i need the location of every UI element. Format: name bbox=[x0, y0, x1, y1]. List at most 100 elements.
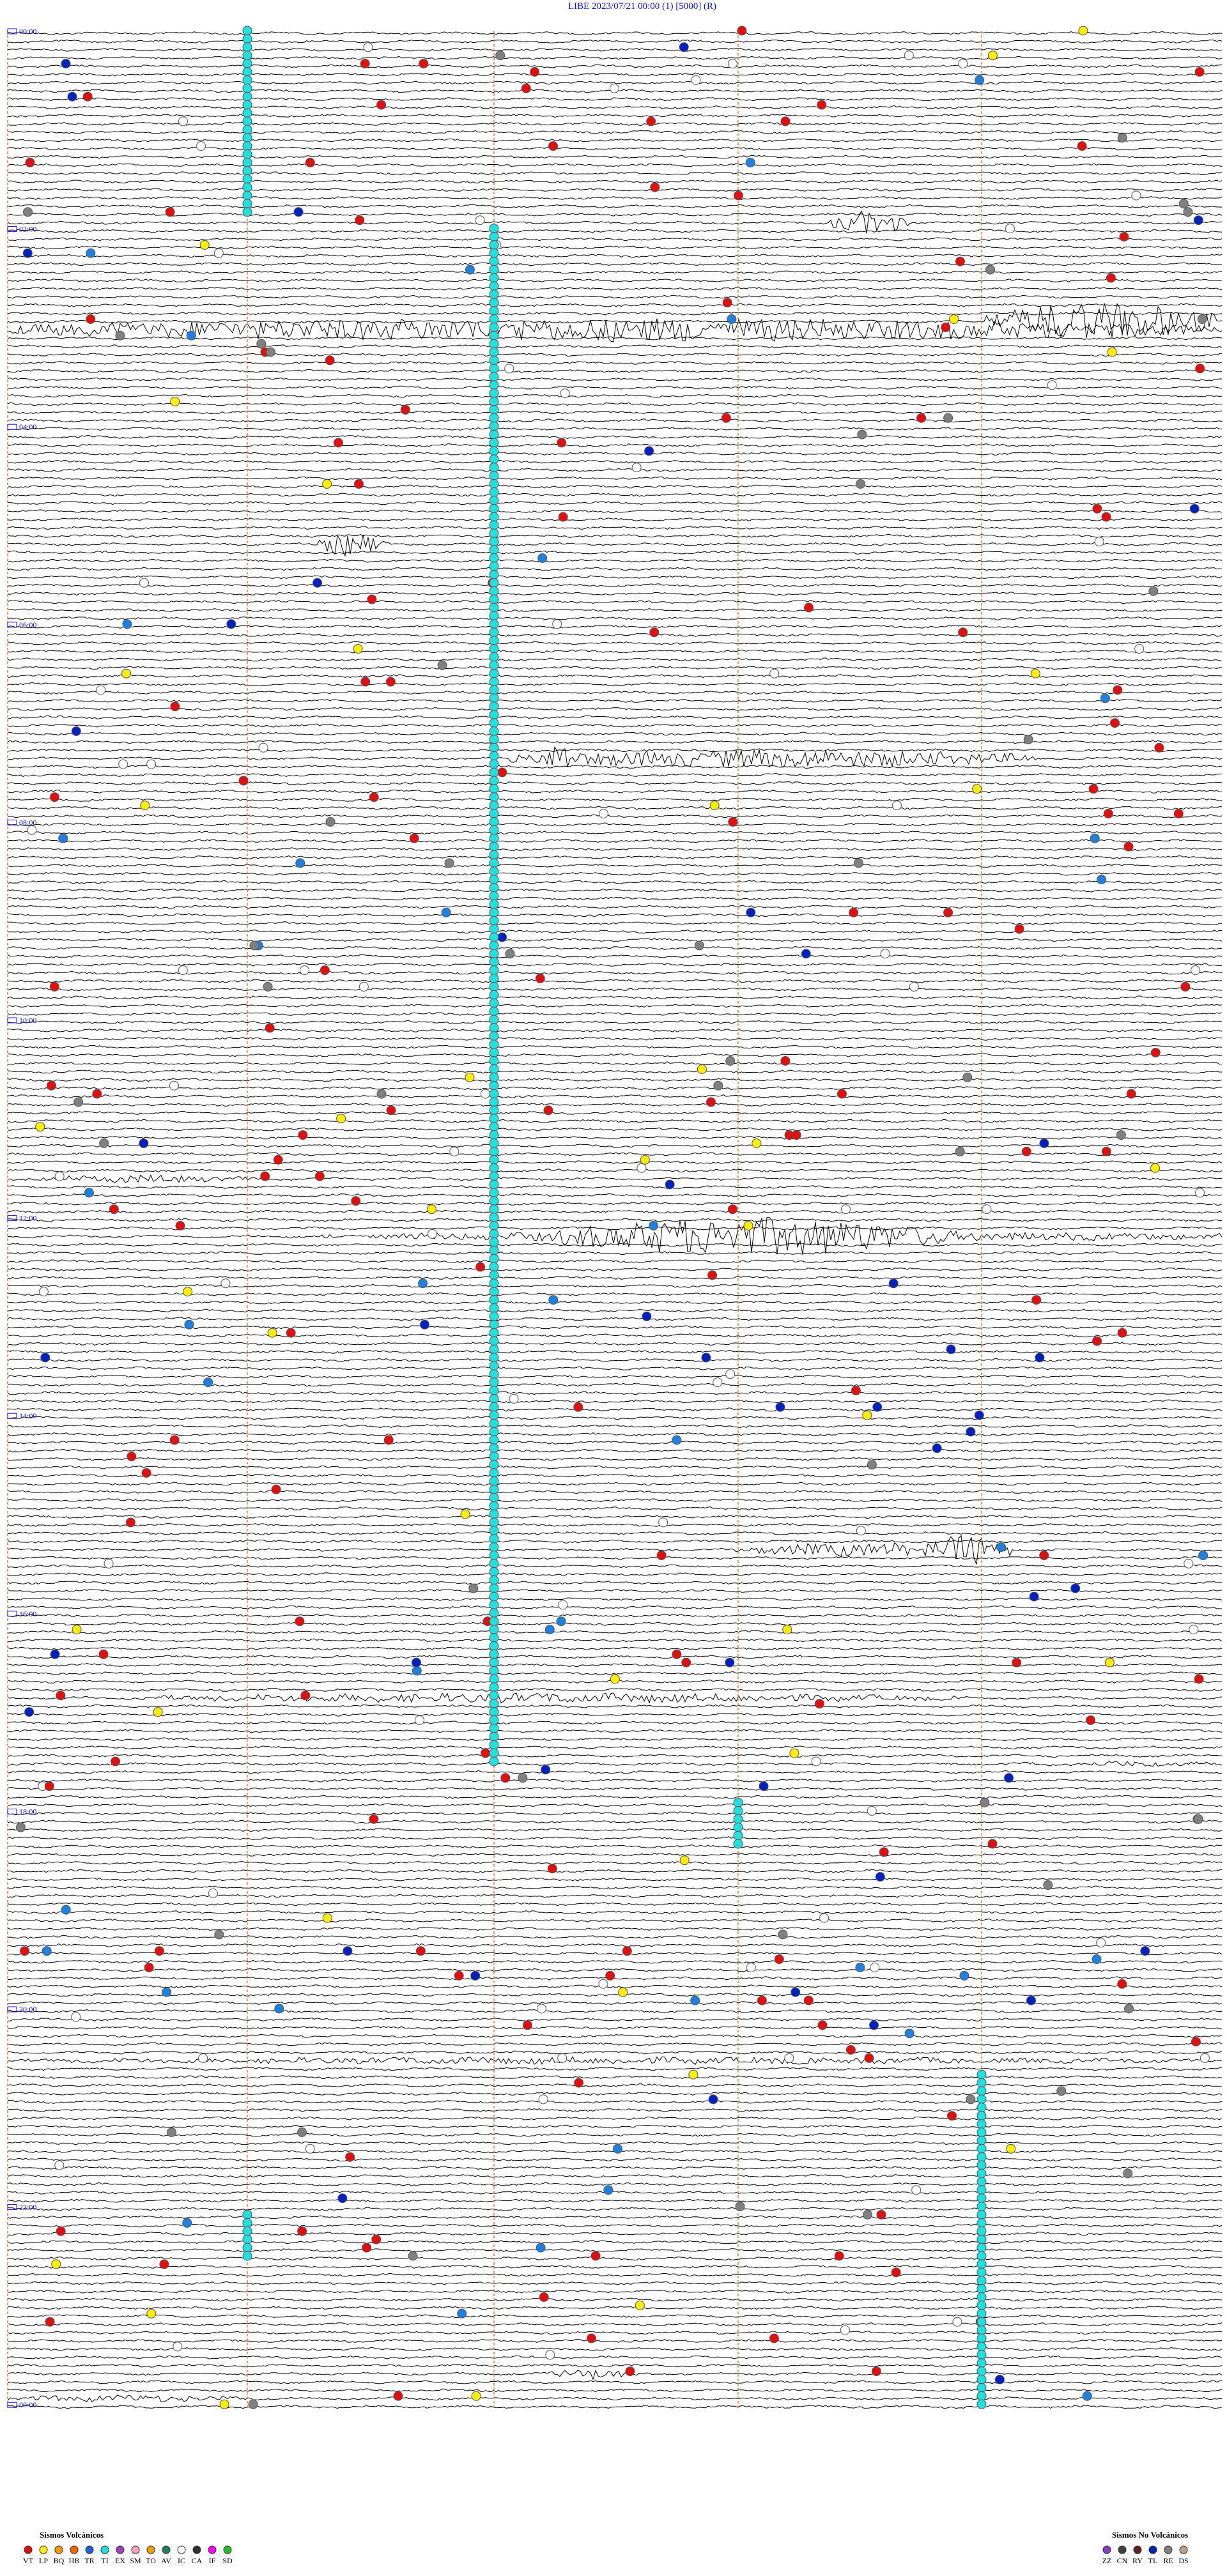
trace bbox=[7, 888, 1223, 893]
event-marker bbox=[415, 1715, 424, 1725]
event-marker bbox=[814, 1699, 824, 1709]
event-marker bbox=[841, 1204, 851, 1215]
event-marker bbox=[99, 1138, 109, 1148]
event-marker bbox=[1047, 380, 1057, 390]
trace bbox=[7, 1399, 1223, 1404]
legend-code: AV bbox=[161, 2556, 171, 2565]
event-marker bbox=[25, 157, 35, 167]
event-marker bbox=[613, 2143, 622, 2154]
trace bbox=[7, 1506, 1223, 1511]
event-marker bbox=[1104, 1657, 1115, 1667]
trace bbox=[7, 1745, 1223, 1750]
event-marker bbox=[359, 981, 369, 992]
event-marker bbox=[325, 816, 336, 827]
tremor-marker bbox=[489, 611, 499, 621]
time-tick bbox=[7, 1808, 17, 1814]
event-marker bbox=[1193, 1814, 1203, 1824]
trace bbox=[7, 2009, 1223, 2013]
event-marker bbox=[153, 1707, 163, 1717]
event-marker bbox=[1088, 784, 1099, 794]
event-marker bbox=[220, 1278, 231, 1289]
trace bbox=[7, 1535, 1223, 1565]
tremor-marker bbox=[242, 174, 252, 184]
tremor-marker bbox=[489, 883, 499, 893]
trace bbox=[7, 641, 1223, 645]
event-marker bbox=[468, 1583, 479, 1593]
event-marker bbox=[127, 1452, 137, 1462]
tremor-marker bbox=[976, 2276, 987, 2286]
legend-code: VT bbox=[23, 2556, 34, 2565]
event-marker bbox=[789, 1748, 799, 1758]
tremor-marker bbox=[976, 2218, 987, 2228]
trace bbox=[7, 1020, 1223, 1025]
trace bbox=[7, 171, 1223, 176]
trace bbox=[7, 1243, 1223, 1247]
event-marker bbox=[1107, 347, 1117, 357]
tremor-marker bbox=[489, 998, 499, 1008]
legend-code: LP bbox=[39, 2556, 48, 2565]
event-marker bbox=[952, 2317, 962, 2327]
event-marker bbox=[949, 314, 959, 324]
tremor-marker bbox=[976, 2382, 987, 2393]
event-marker bbox=[333, 438, 343, 448]
tremor-marker bbox=[489, 1748, 499, 1758]
event-marker bbox=[42, 1946, 52, 1956]
tremor-marker bbox=[489, 322, 499, 332]
event-marker bbox=[609, 83, 619, 93]
event-marker bbox=[631, 463, 642, 473]
event-marker bbox=[911, 2185, 922, 2195]
tremor-marker bbox=[489, 965, 499, 976]
tremor-marker bbox=[489, 957, 499, 967]
trace bbox=[7, 1127, 1223, 1131]
event-marker bbox=[955, 256, 965, 266]
trace bbox=[7, 2001, 1223, 2005]
event-marker bbox=[635, 2300, 645, 2310]
trace bbox=[7, 1292, 1223, 1296]
event-marker bbox=[943, 413, 953, 423]
legend-code: HB bbox=[69, 2556, 80, 2565]
event-marker bbox=[862, 1410, 872, 1420]
trace bbox=[7, 1976, 1223, 1981]
tremor-marker bbox=[489, 1064, 499, 1074]
trace bbox=[7, 707, 1223, 711]
event-marker bbox=[248, 2399, 258, 2409]
event-marker bbox=[1117, 1328, 1127, 1338]
event-marker bbox=[745, 157, 755, 167]
tremor-marker bbox=[489, 759, 499, 769]
event-marker bbox=[539, 2292, 549, 2302]
event-marker bbox=[746, 1963, 756, 1972]
event-marker bbox=[415, 1946, 426, 1956]
tremor-marker bbox=[489, 734, 499, 744]
event-marker bbox=[681, 1657, 691, 1667]
trace bbox=[7, 138, 1223, 142]
trace bbox=[7, 550, 1223, 555]
legend-code: BQ bbox=[54, 2556, 65, 2565]
tremor-marker bbox=[489, 636, 499, 646]
tremor-marker bbox=[489, 1666, 499, 1676]
event-marker bbox=[892, 801, 902, 811]
time-tick bbox=[7, 2006, 17, 2012]
tremor-marker bbox=[489, 495, 499, 505]
event-marker bbox=[343, 1946, 353, 1956]
trace bbox=[7, 1692, 1223, 1704]
trace bbox=[7, 1152, 1223, 1156]
event-marker bbox=[1200, 2053, 1210, 2063]
tremor-marker bbox=[489, 1254, 499, 1264]
event-marker bbox=[801, 949, 811, 959]
tremor-marker bbox=[489, 907, 499, 917]
event-marker bbox=[536, 2242, 546, 2253]
tremor-marker bbox=[242, 67, 252, 77]
event-marker bbox=[267, 1328, 277, 1338]
time-tick bbox=[7, 1017, 17, 1023]
trace bbox=[7, 567, 1223, 571]
tremor-marker bbox=[489, 413, 499, 423]
event-marker bbox=[1191, 965, 1201, 976]
tremor-marker bbox=[489, 429, 499, 440]
trace bbox=[7, 1539, 1223, 1544]
trace bbox=[8, 270, 1223, 275]
event-marker bbox=[603, 2185, 614, 2195]
event-marker bbox=[336, 1114, 346, 1124]
trace bbox=[7, 1217, 1223, 1255]
trace bbox=[7, 746, 1223, 768]
trace bbox=[7, 781, 1223, 785]
